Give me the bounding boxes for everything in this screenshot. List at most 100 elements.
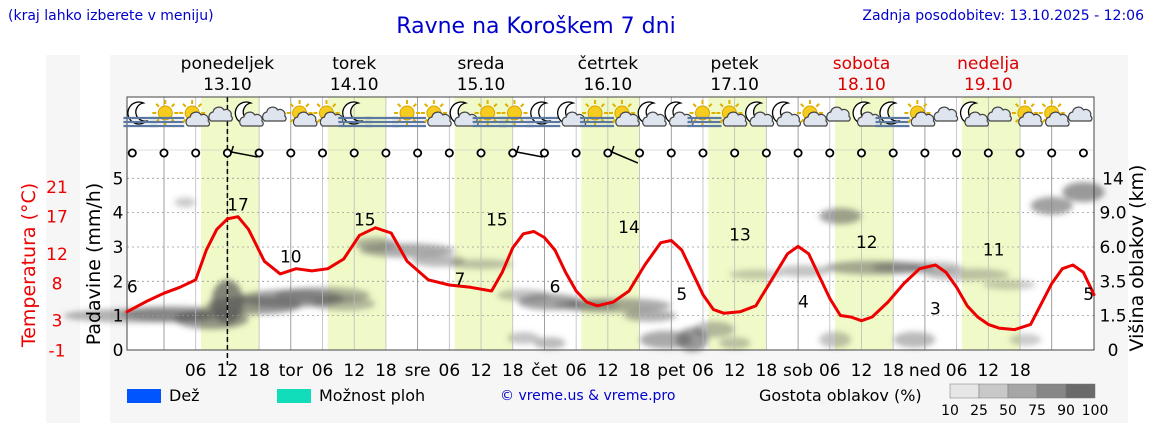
temp-extreme-label: 10	[280, 248, 302, 268]
wind-calm-circle	[603, 148, 613, 158]
cloud-density-blob	[819, 208, 862, 225]
wind-arrow-barb	[516, 145, 520, 153]
cloud-height-tick: 1.5	[1099, 307, 1126, 327]
legend-density-swatch	[1065, 383, 1096, 399]
x-day-abbr: pet	[657, 361, 685, 381]
cloud-icon	[964, 111, 990, 127]
cloud-icon	[803, 111, 828, 127]
temp-extreme-label: 14	[618, 218, 640, 238]
day-date: 18.10	[837, 75, 886, 95]
temp-tick: 12	[46, 245, 68, 265]
cloud-density-blob	[819, 331, 851, 348]
wind-calm-circle	[159, 148, 169, 158]
sun-ray	[735, 103, 740, 108]
cloud-density-blob	[311, 296, 376, 311]
temp-extreme-label: 5	[1083, 285, 1094, 305]
sun-ray	[332, 103, 337, 108]
temp-tick: 21	[46, 178, 68, 198]
day-date: 15.10	[457, 75, 506, 95]
sun-ray	[600, 103, 605, 108]
sun-ray	[1030, 103, 1035, 108]
cloud-height-tick: 9.0	[1099, 204, 1126, 224]
weather-icon-sun-cloud	[608, 100, 640, 127]
cloud-icon	[427, 111, 452, 127]
sun-ray	[289, 103, 294, 108]
cloud-height-tick: 6.0	[1099, 238, 1126, 258]
sun-ray	[627, 103, 632, 108]
temp-extreme-label: 11	[983, 240, 1005, 260]
chart-title: Ravne na Koroškem 7 dni	[396, 14, 676, 39]
cloud-icon	[208, 106, 233, 122]
temp-extreme-label: 7	[454, 270, 465, 290]
wind-calm-circle	[1047, 148, 1057, 158]
wind-calm-circle	[127, 148, 137, 158]
wind-calm-circle	[856, 148, 866, 158]
weather-icon-moon-cloud	[234, 101, 264, 127]
sun-ray	[424, 103, 429, 108]
sun-ray	[719, 103, 724, 108]
weather-icon-cloud	[933, 106, 959, 122]
cloud-density-blob	[924, 268, 1010, 281]
day-date: 17.10	[710, 75, 759, 95]
sun-ray	[1014, 103, 1020, 108]
wind-calm-circle	[254, 148, 264, 158]
sun-ray	[923, 103, 928, 108]
sun-ray	[815, 103, 820, 108]
sun-ray	[520, 103, 525, 108]
sun-ray	[719, 118, 724, 123]
legend-density-swatch	[1007, 383, 1038, 399]
weather-icon-cloud	[987, 106, 1012, 122]
daylight-band	[454, 97, 513, 350]
legend-density-tick: 10	[941, 403, 959, 419]
sun-ray	[800, 103, 805, 108]
sun-ray	[493, 103, 498, 108]
sun-ray	[708, 103, 713, 108]
wind-calm-circle	[476, 148, 486, 158]
wind-calm-circle	[983, 148, 993, 158]
wind-calm-circle	[571, 148, 581, 158]
day-name: sreda	[457, 54, 504, 74]
temp-extreme-label: 4	[798, 292, 809, 312]
x-day-abbr: sre	[405, 361, 431, 381]
sun-ray	[316, 103, 321, 108]
x-hour-tick: 12	[724, 361, 746, 381]
sun-ray	[182, 103, 187, 108]
sun-ray	[504, 103, 509, 108]
wind-arrow	[231, 151, 258, 158]
sun-ray	[800, 118, 805, 123]
temp-extreme-label: 15	[354, 211, 376, 231]
left-axis-panel	[46, 55, 80, 423]
wind-arrow	[516, 151, 543, 158]
legend-showers-label: Možnost ploh	[319, 386, 426, 405]
sun-ray	[612, 118, 617, 123]
cloud-height-axis-label: Višina oblakov (km)	[1126, 165, 1148, 352]
x-hour-tick: 06	[692, 361, 714, 381]
cloud-density-blob	[983, 279, 1036, 290]
cloud-density-blob	[623, 309, 677, 322]
cloud-density-blob	[565, 298, 672, 313]
legend-density-swatch	[978, 383, 1009, 399]
legend-density-tick: 50	[999, 403, 1017, 419]
x-hour-tick: 06	[819, 361, 841, 381]
weather-icon-cloud	[262, 106, 287, 122]
precip-axis-label: Padavine (mm/h)	[83, 183, 105, 346]
x-day-abbr: ned	[909, 361, 941, 381]
sun-icon	[695, 105, 711, 121]
temp-tick: -1	[49, 341, 66, 361]
cloud-density-blob	[692, 321, 735, 338]
x-hour-tick: 18	[502, 361, 524, 381]
wind-calm-circle	[191, 148, 201, 158]
day-name: torek	[332, 54, 376, 74]
legend-density-swatch	[949, 383, 980, 399]
day-date: 19.10	[964, 75, 1013, 95]
credit-link[interactable]: © vreme.us & vreme.pro	[500, 388, 676, 404]
x-hour-tick: 06	[946, 361, 968, 381]
x-hour-tick: 06	[312, 361, 334, 381]
x-hour-tick: 18	[1009, 361, 1031, 381]
weather-icon-sun-cloud	[420, 100, 452, 127]
region-menu-hint[interactable]: (kraj lahko izberete v meniju)	[8, 8, 214, 24]
x-hour-tick: 12	[470, 361, 492, 381]
wind-calm-circle	[730, 148, 740, 158]
sun-ray	[197, 103, 203, 108]
cloud-icon	[185, 111, 211, 127]
